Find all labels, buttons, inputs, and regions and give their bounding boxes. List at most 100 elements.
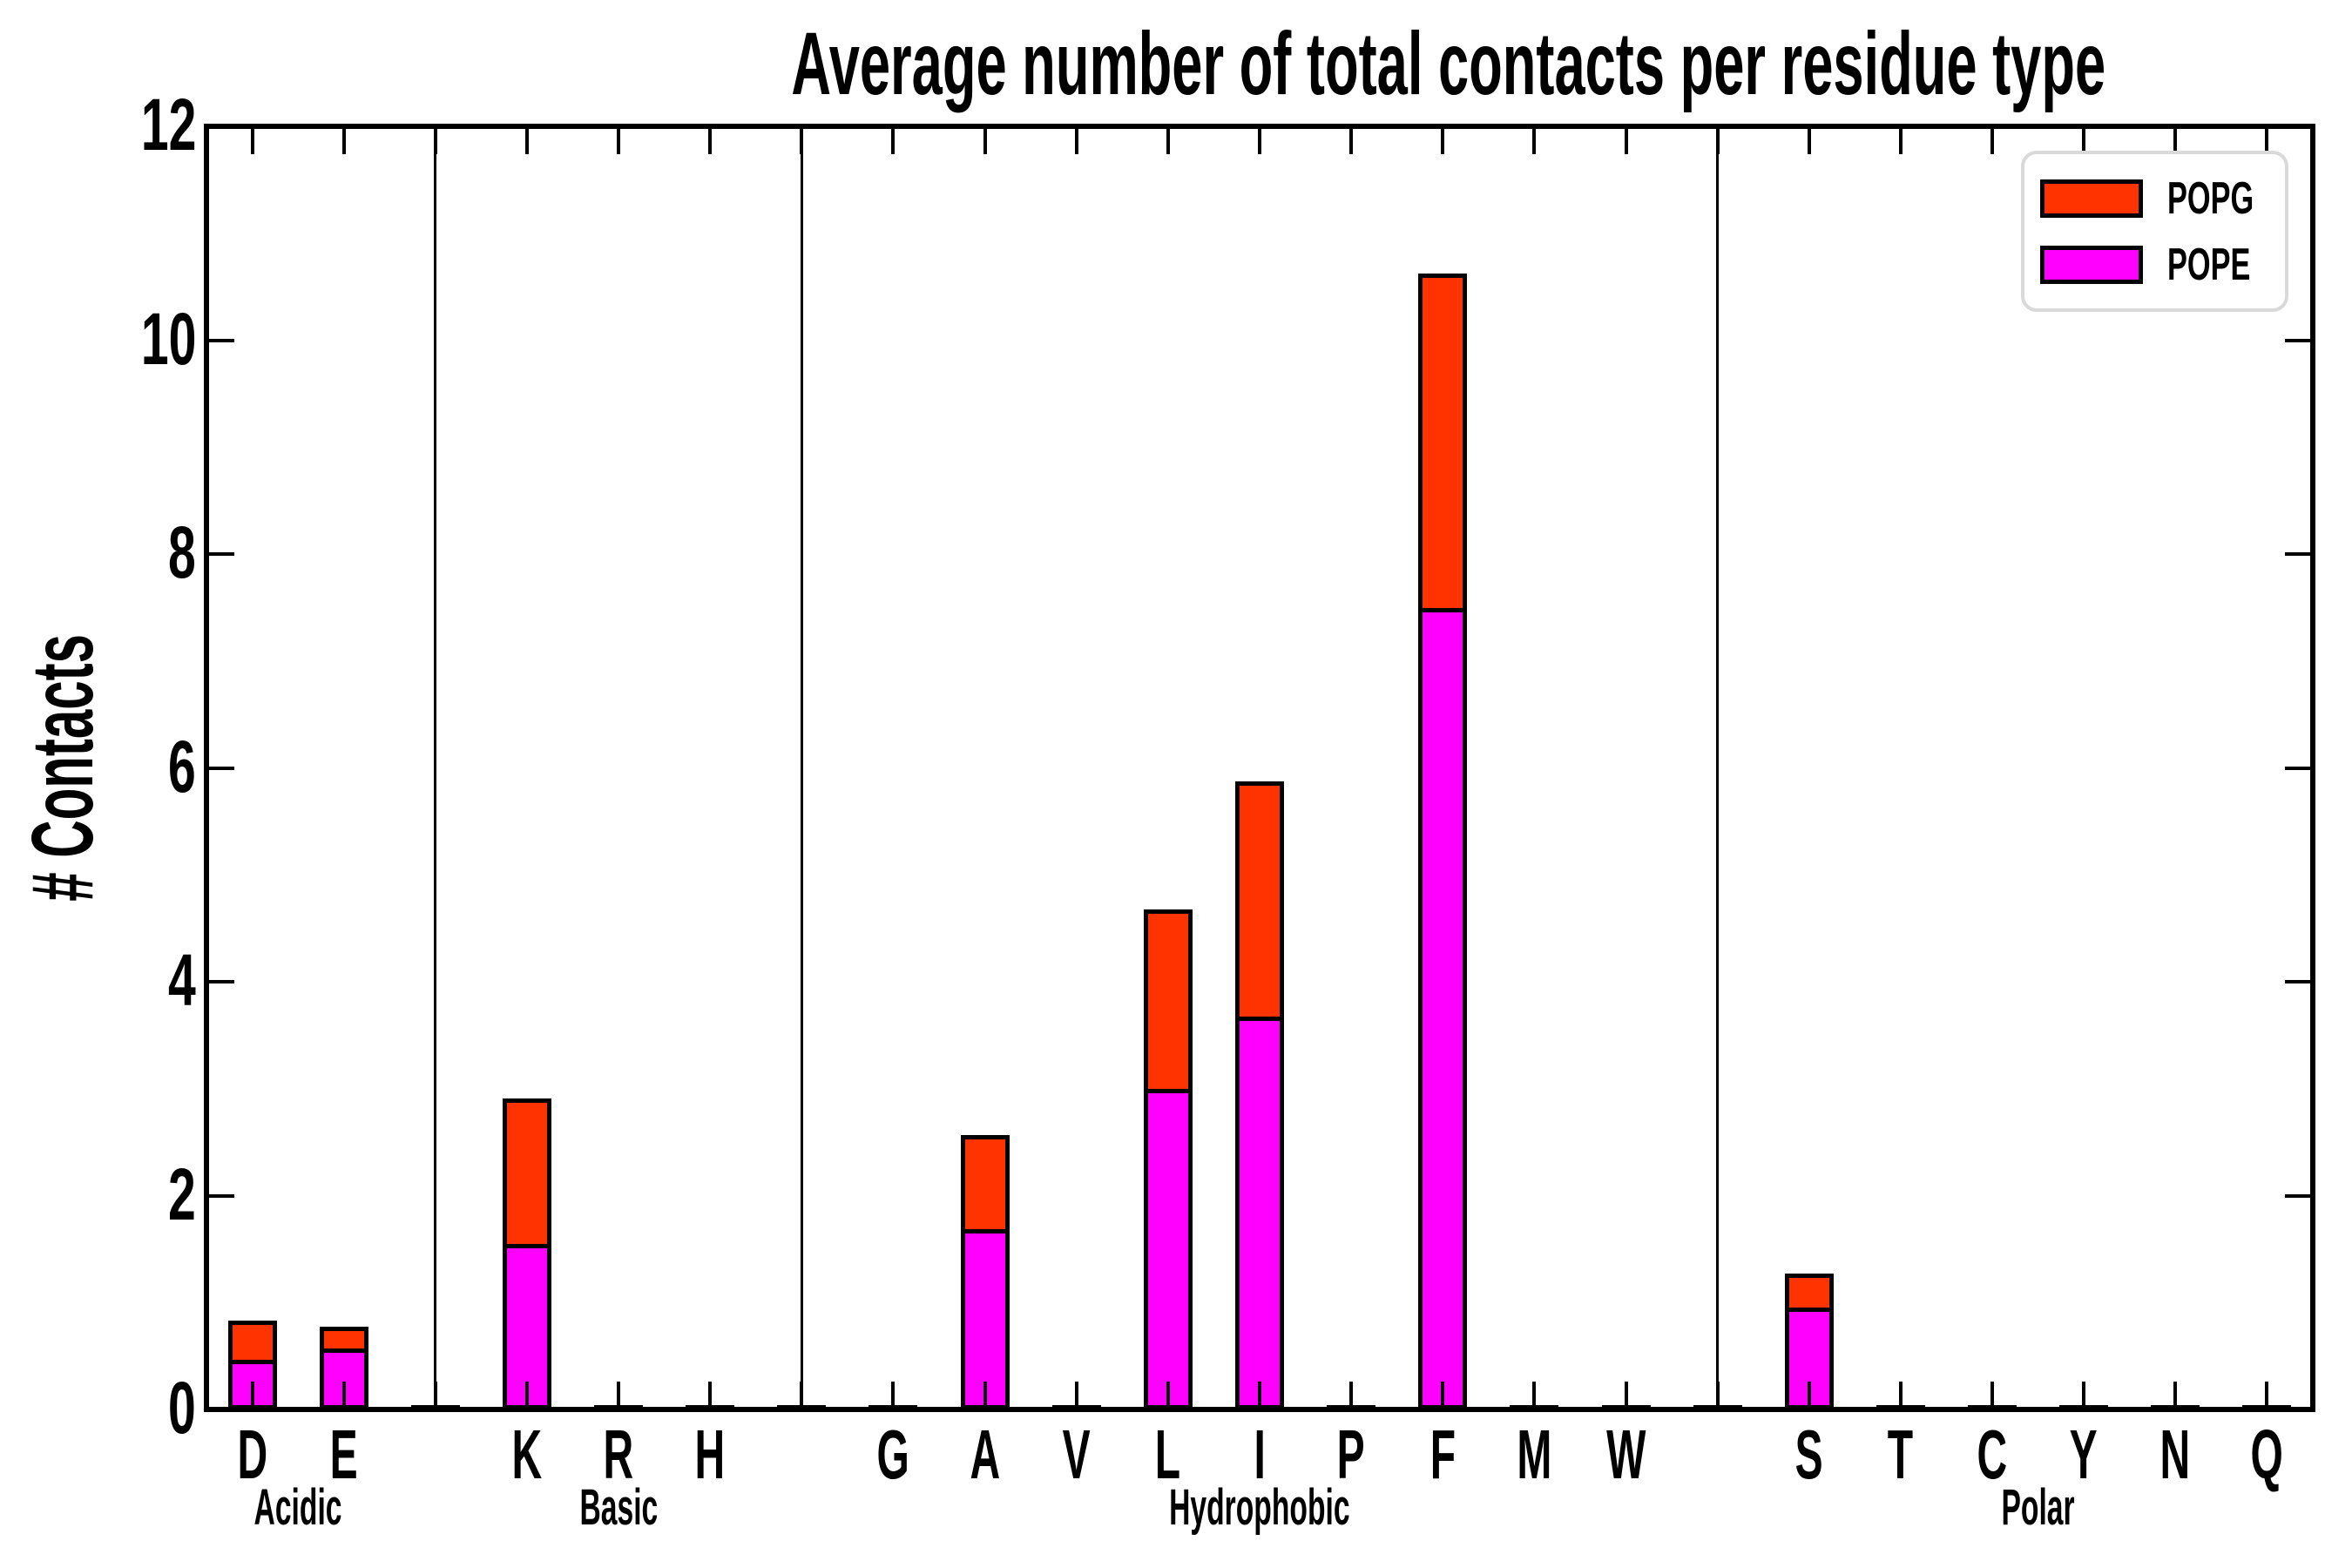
label-text: 2: [168, 1152, 196, 1235]
x-tick-bottom: [1441, 1382, 1445, 1409]
x-tick-top: [800, 126, 804, 154]
x-tick-bottom: [2173, 1382, 2178, 1409]
x-tick-label-P: P: [1281, 1420, 1421, 1490]
x-tick-top: [1074, 126, 1078, 154]
x-tick-label-E: E: [274, 1420, 414, 1490]
bar-segment-popg-S: [1788, 1278, 1829, 1312]
label-text: Basic: [579, 1479, 658, 1536]
bar-I: [1235, 781, 1284, 1409]
group-separator: [800, 126, 803, 1409]
y-tick-label-8: 8: [0, 516, 196, 589]
label-text: Hydrophobic: [1169, 1479, 1350, 1536]
label-text: D: [237, 1416, 267, 1493]
x-tick-top: [1715, 126, 1720, 154]
x-tick-bottom: [2265, 1382, 2269, 1409]
label-text: G: [876, 1416, 910, 1493]
y-tick-label-0: 0: [0, 1371, 196, 1444]
x-tick-top: [1624, 126, 1628, 154]
label-text: 8: [168, 511, 196, 593]
label-text: Polar: [2001, 1479, 2075, 1536]
label-text: M: [1517, 1416, 1552, 1493]
x-tick-top: [2173, 126, 2178, 154]
y-tick-left: [206, 766, 234, 770]
label-text: H: [694, 1416, 726, 1493]
x-tick-top: [250, 126, 254, 154]
x-tick-bottom: [250, 1382, 254, 1409]
legend: POPG POPE: [2021, 151, 2288, 312]
x-tick-top: [2082, 126, 2086, 154]
y-tick-label-12: 12: [0, 88, 196, 161]
x-tick-label-T: T: [1831, 1420, 1970, 1490]
y-tick-right: [2285, 125, 2313, 128]
y-tick-right: [2285, 338, 2313, 342]
x-tick-top: [1990, 126, 1995, 154]
x-tick-label-C: C: [1923, 1420, 2062, 1490]
x-tick-top: [1898, 126, 1903, 154]
x-tick-bottom: [1624, 1382, 1628, 1409]
x-tick-top: [341, 126, 346, 154]
legend-swatch-pope: [2040, 245, 2143, 284]
y-tick-label-6: 6: [0, 730, 196, 803]
x-tick-label-G: G: [823, 1420, 963, 1490]
x-tick-top: [2265, 126, 2269, 154]
x-tick-label-L: L: [1098, 1420, 1238, 1490]
x-tick-top: [1532, 126, 1537, 154]
label-text: W: [1605, 1416, 1646, 1493]
x-tick-bottom: [617, 1382, 621, 1409]
label-text: Acidic: [253, 1479, 342, 1536]
x-tick-top: [1441, 126, 1445, 154]
x-tick-top: [617, 126, 621, 154]
x-tick-bottom: [341, 1382, 346, 1409]
bar-segment-popg-L: [1147, 914, 1188, 1093]
label-text: R: [603, 1416, 634, 1493]
group-label-acidic: Acidic: [37, 1483, 559, 1533]
x-tick-top: [1166, 126, 1170, 154]
bar-F: [1418, 274, 1468, 1409]
x-tick-label-M: M: [1464, 1420, 1604, 1490]
y-tick-right: [2285, 552, 2313, 556]
bar-segment-popg-I: [1240, 786, 1280, 1021]
y-tick-left: [206, 552, 234, 556]
x-tick-bottom: [1807, 1382, 1811, 1409]
y-tick-left: [206, 338, 234, 342]
x-tick-label-I: I: [1190, 1420, 1329, 1490]
x-tick-bottom: [1898, 1382, 1903, 1409]
y-tick-left: [206, 1408, 234, 1411]
x-tick-top: [524, 126, 529, 154]
bar-segment-popg-F: [1423, 278, 1463, 612]
x-tick-top: [1807, 126, 1811, 154]
label-text: I: [1254, 1416, 1266, 1493]
y-tick-right: [2285, 1193, 2313, 1198]
x-tick-bottom: [708, 1382, 713, 1409]
x-tick-top: [708, 126, 713, 154]
x-tick-label-Q: Q: [2197, 1420, 2336, 1490]
x-tick-top: [1258, 126, 1261, 154]
label-text: T: [1888, 1416, 1914, 1493]
x-tick-top: [1349, 126, 1354, 154]
bar-segment-popg-A: [964, 1139, 1005, 1233]
bar-segment-popg-K: [506, 1103, 547, 1248]
bar-segment-popg-E: [323, 1331, 364, 1353]
y-tick-right: [2285, 980, 2313, 983]
label-text: 4: [168, 939, 196, 1021]
x-tick-bottom: [1990, 1382, 1995, 1409]
x-tick-label-H: H: [640, 1420, 780, 1490]
x-tick-label-K: K: [457, 1420, 597, 1490]
group-label-polar: Polar: [1777, 1483, 2300, 1533]
bar-segment-popg-D: [232, 1325, 273, 1364]
label-text: N: [2159, 1416, 2191, 1493]
legend-label-popg: POPG: [2167, 172, 2254, 224]
y-tick-right: [2285, 1408, 2313, 1411]
x-tick-bottom: [891, 1382, 896, 1409]
y-tick-left: [206, 125, 234, 128]
x-tick-bottom: [1349, 1382, 1354, 1409]
x-tick-bottom: [433, 1382, 437, 1409]
label-text: F: [1429, 1416, 1456, 1493]
x-tick-top: [433, 126, 437, 154]
x-tick-label-W: W: [1557, 1420, 1696, 1490]
x-tick-bottom: [1258, 1382, 1261, 1409]
x-tick-bottom: [2082, 1382, 2086, 1409]
x-tick-label-R: R: [549, 1420, 688, 1490]
label-text: P: [1337, 1416, 1366, 1493]
